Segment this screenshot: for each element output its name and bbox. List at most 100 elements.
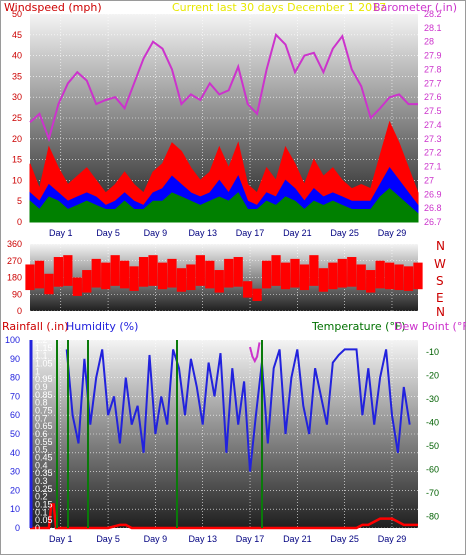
p3-xtick-3: Day 13: [188, 534, 217, 544]
barometer-tick-6: 27.3: [424, 134, 442, 144]
windspeed-tick-1: 5: [17, 196, 22, 206]
direction-mark-6: [82, 270, 92, 293]
windspeed-tick-0: 0: [17, 217, 22, 227]
barometer-tick-3: 27: [424, 175, 434, 185]
rain-tick-11: 0.55: [35, 437, 53, 447]
panel2-tick-labels: 0 90 180 270 360: [7, 239, 22, 316]
humidity-label: Humidity (%): [66, 320, 138, 333]
humidity-tick-10: 100: [5, 335, 20, 345]
direction-mark-0: [25, 264, 35, 291]
compass-letter-1: N: [436, 239, 445, 253]
direction-mark-36: [366, 270, 376, 293]
temp-tick-6: -70: [426, 488, 439, 498]
barometer-tick-4: 27.1: [424, 162, 442, 172]
barometer-label: Barometer (.in): [373, 1, 457, 14]
compass-letter-5: N: [436, 305, 445, 319]
direction-mark-37: [375, 260, 385, 289]
barometer-tick-10: 27.7: [424, 78, 442, 88]
windspeed-tick-8: 40: [12, 51, 22, 61]
panel1-tick-labels: 0 5 10 15 20 25 30 35 40 45 50 26.7 26.8 26.9 27 27.1 27…: [12, 9, 442, 238]
barometer-tick-9: 27.6: [424, 92, 442, 102]
direction-mark-14: [157, 262, 168, 290]
direction-mark-40: [403, 266, 414, 291]
direction-mark-30: [309, 255, 319, 286]
rainfall-label: Rainfall (.in): [2, 320, 69, 333]
direction-mark-16: [176, 268, 187, 292]
direction-mark-5: [72, 277, 82, 296]
p1-xtick-5: Day 21: [283, 228, 312, 238]
panel3-series: [30, 342, 418, 530]
humidity-tick-5: 50: [10, 429, 20, 439]
p1-xtick-3: Day 13: [188, 228, 217, 238]
rain-tick-13: 0.65: [35, 421, 53, 431]
direction-mark-11: [129, 266, 139, 291]
p1-xtick-7: Day 29: [378, 228, 407, 238]
direction-tick-0: 0: [17, 306, 22, 316]
barometer-tick-5: 27.2: [424, 148, 442, 158]
rain-tick-22: 1.1: [35, 351, 48, 361]
direction-mark-38: [384, 262, 395, 290]
compass-letter-2: W: [434, 257, 446, 271]
direction-mark-10: [120, 260, 130, 289]
rain-tick-20: 1: [35, 366, 40, 376]
direction-mark-19: [205, 260, 215, 289]
rain-tick-5: 0.25: [35, 484, 53, 494]
direction-tick-1: 90: [12, 289, 22, 299]
p1-xtick-6: Day 25: [330, 228, 359, 238]
windspeed-tick-5: 25: [12, 113, 22, 123]
direction-mark-26: [271, 255, 281, 286]
temp-tick-3: -40: [426, 417, 439, 427]
p3-xtick-7: Day 29: [378, 534, 407, 544]
panel1-series: [29, 32, 419, 223]
humidity-tick-4: 40: [10, 448, 20, 458]
rainfall-line: [30, 503, 418, 530]
windspeed-tick-10: 50: [12, 9, 22, 19]
barometer-line: [29, 32, 418, 143]
p1-xtick-0: Day 1: [49, 228, 73, 238]
panel3-background: [30, 340, 418, 528]
temp-tick-4: -50: [426, 441, 439, 451]
direction-mark-31: [318, 268, 328, 292]
p3-xtick-6: Day 25: [330, 534, 359, 544]
barometer-tick-7: 27.4: [424, 120, 442, 130]
direction-tick-3: 270: [7, 256, 22, 266]
dewpoint-label: Dew Point (°F): [394, 320, 466, 333]
rain-tick-6: 0.3: [35, 476, 48, 486]
humidity-tick-9: 90: [10, 354, 20, 364]
direction-mark-18: [195, 255, 205, 286]
direction-mark-24: [252, 288, 262, 301]
humidity-line: [65, 348, 411, 472]
direction-mark-17: [186, 264, 196, 291]
temp-tick-0: -10: [426, 347, 439, 357]
direction-mark-29: [299, 264, 310, 291]
rain-tick-23: 1.15: [35, 343, 53, 353]
direction-mark-1: [34, 260, 45, 289]
rain-tick-21: 1.05: [35, 359, 53, 369]
barometer-tick-12: 27.9: [424, 51, 442, 61]
p3-xtick-1: Day 5: [96, 534, 120, 544]
compass-letter-4: E: [436, 291, 444, 305]
temp-tick-1: -20: [426, 370, 439, 380]
temp-tick-5: -60: [426, 464, 439, 474]
rain-tick-3: 0.15: [35, 500, 53, 510]
rain-tick-18: 0.9: [35, 382, 48, 392]
barometer-tick-2: 26.9: [424, 189, 442, 199]
rain-event-markers: [56, 340, 263, 528]
direction-mark-7: [91, 258, 101, 288]
barometer-tick-14: 28.1: [424, 23, 442, 33]
windspeed-tick-2: 10: [12, 175, 22, 185]
p1-xtick-2: Day 9: [144, 228, 168, 238]
direction-mark-13: [148, 255, 158, 286]
rain-tick-14: 0.7: [35, 413, 48, 423]
direction-mark-20: [214, 270, 224, 293]
wind-area-2: [29, 188, 419, 223]
direction-mark-4: [63, 255, 73, 286]
direction-mark-3: [53, 257, 64, 287]
direction-mark-25: [261, 260, 272, 289]
compass-letters: N W S E N: [434, 239, 446, 319]
humidity-tick-0: 0: [15, 523, 20, 533]
windspeed-tick-9: 45: [12, 30, 22, 40]
direction-mark-23: [243, 281, 253, 298]
direction-mark-15: [167, 258, 177, 288]
direction-mark-8: [101, 262, 111, 290]
